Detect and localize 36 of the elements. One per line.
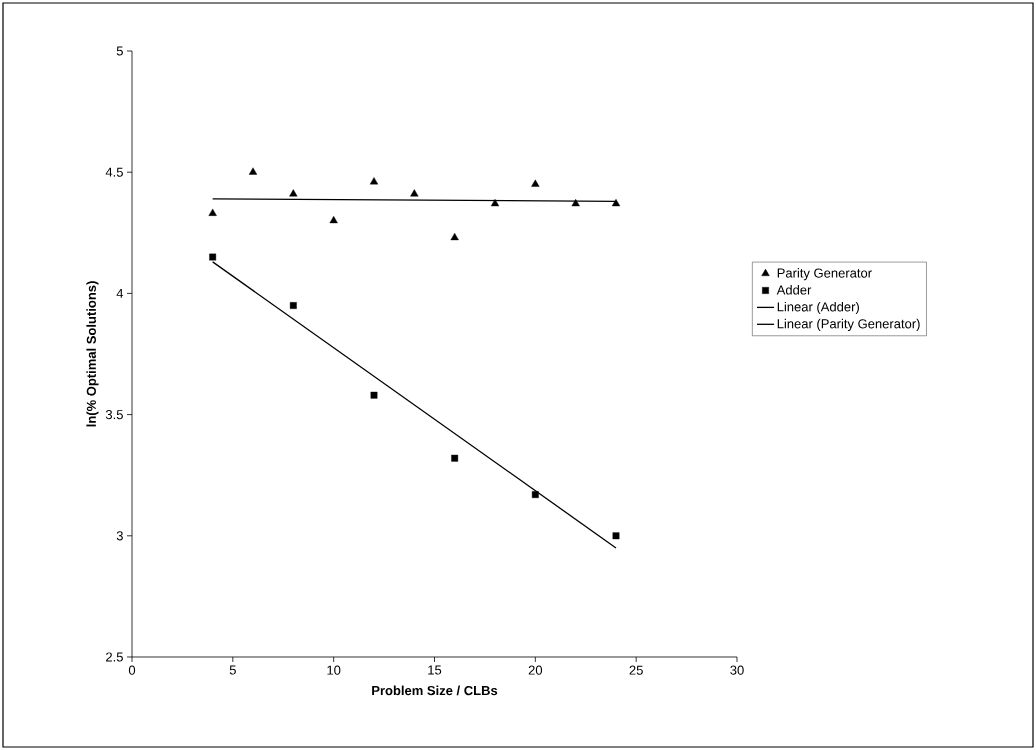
legend-label: Adder bbox=[776, 285, 812, 295]
point bbox=[289, 302, 297, 309]
point bbox=[369, 177, 379, 185]
y-axis-title: ln(% Optimal Solutions) bbox=[86, 281, 99, 427]
point bbox=[531, 491, 539, 498]
point bbox=[571, 199, 580, 207]
y-tick-label: 3.5 bbox=[105, 409, 123, 420]
x-tick-label: 10 bbox=[327, 665, 341, 675]
point bbox=[370, 391, 378, 399]
point bbox=[209, 253, 217, 261]
legend-label: Linear (Adder) bbox=[777, 301, 859, 315]
x-axis-title: Problem Size / CLBs bbox=[372, 685, 498, 696]
point bbox=[611, 199, 621, 207]
x-tick-label: 20 bbox=[528, 665, 543, 675]
point bbox=[208, 208, 217, 216]
legend-label: Linear (Parity Generator) bbox=[777, 318, 920, 331]
x-tick-label: 30 bbox=[730, 665, 744, 675]
x-tick-label: 5 bbox=[229, 665, 236, 675]
point bbox=[410, 189, 419, 197]
y-tick-label: 4.5 bbox=[105, 167, 123, 177]
x-tick-label: 0 bbox=[128, 665, 136, 675]
point bbox=[531, 179, 540, 187]
x-tick-label: 25 bbox=[629, 665, 643, 675]
point bbox=[612, 532, 620, 540]
y-tick-label: 5 bbox=[116, 46, 123, 56]
legend-label: Parity Generator bbox=[777, 268, 872, 281]
y-tick-label: 2.5 bbox=[106, 652, 123, 662]
point bbox=[248, 167, 258, 175]
y-tick-label: 4 bbox=[116, 288, 124, 298]
point bbox=[289, 189, 298, 197]
point bbox=[490, 199, 500, 207]
y-tick-label: 3 bbox=[116, 531, 123, 541]
point bbox=[329, 215, 338, 224]
x-tick-label: 15 bbox=[428, 665, 442, 675]
point bbox=[450, 232, 459, 241]
point bbox=[451, 454, 459, 462]
